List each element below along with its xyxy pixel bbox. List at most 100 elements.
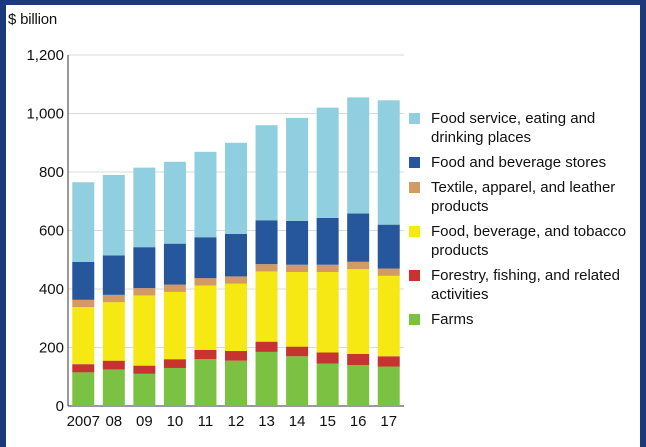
bar-segment: [72, 182, 95, 262]
bar-segment: [377, 366, 400, 406]
legend-item: Food service, eating and drinking places: [409, 109, 639, 147]
bar-segment: [286, 220, 309, 265]
x-tick-label: 08: [105, 413, 122, 430]
bar-segment: [225, 351, 247, 361]
bar-segment: [194, 349, 217, 360]
bar-segment: [347, 365, 370, 406]
bar-segment: [72, 372, 95, 406]
bar-segment: [102, 369, 125, 406]
bar-segment: [163, 367, 186, 406]
bar-segment: [377, 100, 400, 225]
bar-segment: [255, 125, 278, 221]
y-axis-unit-label: $ billion: [8, 11, 58, 28]
y-tick-label: 1,000: [26, 106, 64, 123]
bar-segment: [347, 269, 370, 354]
legend-swatch: [409, 182, 420, 193]
bar-segment: [347, 97, 370, 214]
y-tick-label: 800: [39, 164, 64, 181]
bar-segment: [316, 264, 339, 273]
x-tick-label: 12: [228, 413, 245, 430]
x-tick-label: 14: [289, 413, 306, 430]
bar-segment: [286, 117, 309, 221]
bar-segment: [347, 353, 370, 366]
x-tick-label: 09: [136, 413, 153, 430]
x-tick-label: 17: [380, 413, 397, 430]
y-tick-label: 400: [39, 281, 64, 298]
x-tick-label: 13: [258, 413, 275, 430]
y-tick-label: 200: [39, 340, 64, 357]
bar-segment: [255, 220, 278, 265]
bar-segment: [133, 295, 156, 366]
bar-segment: [377, 275, 400, 357]
legend-label: Textile, apparel, and leather products: [431, 179, 616, 215]
legend-label: Forestry, fishing, and related activitie…: [431, 267, 620, 303]
bar-segment: [194, 285, 217, 350]
legend-label: Food and beverage stores: [431, 154, 607, 171]
bar-segment: [255, 264, 278, 272]
bar-segment: [133, 247, 156, 289]
legend-item: Food and beverage stores: [409, 153, 639, 172]
bar-segment: [163, 291, 186, 360]
y-tick-label: 1,200: [26, 47, 64, 64]
bar-segment: [194, 278, 217, 286]
chart-legend: Food service, eating and drinking places…: [409, 109, 639, 335]
bar-segment: [102, 302, 125, 361]
legend-label: Farms: [431, 311, 474, 328]
bar-segment: [102, 294, 125, 303]
bar-segment: [347, 261, 370, 270]
bar-segment: [316, 217, 339, 265]
bar-segment: [102, 255, 125, 295]
bar-segment: [72, 364, 95, 373]
legend-swatch: [409, 270, 420, 281]
bar-segment: [255, 351, 278, 406]
bar-segment: [163, 284, 186, 292]
bar-segment: [377, 224, 400, 269]
bar-segment: [286, 356, 309, 406]
bar-segment: [316, 363, 339, 406]
x-tick-label: 15: [319, 413, 336, 430]
bar-segment: [225, 360, 247, 406]
legend-swatch: [409, 314, 420, 325]
bar-segment: [255, 271, 278, 342]
bar-segment: [316, 107, 339, 218]
bar-segment: [163, 243, 186, 285]
bar-segment: [72, 261, 95, 300]
bar-segment: [133, 288, 156, 296]
x-tick-label: 16: [350, 413, 367, 430]
bar-segment: [72, 299, 95, 308]
legend-item: Farms: [409, 310, 639, 329]
x-tick-label: 2007: [67, 413, 100, 430]
bar-segment: [163, 359, 186, 368]
legend-item: Food, beverage, and tobacco products: [409, 222, 639, 260]
bar-segment: [316, 272, 339, 353]
bar-segment: [286, 264, 309, 273]
bar-segment: [377, 268, 400, 276]
chart-panel: $ billion 0 200 400 600 800 1,000 1,200 2007 08 0…: [6, 5, 640, 447]
bar-segment: [133, 167, 156, 248]
stacked-bar-chart: 0 200 400 600 800 1,000 1,200 2007 08 09 10 11 12 13 1…: [26, 47, 404, 430]
bar-segment: [286, 346, 309, 357]
y-tick-label: 600: [39, 223, 64, 240]
bar-segment: [133, 373, 156, 406]
bar-segment: [133, 365, 156, 374]
legend-label: Food, beverage, and tobacco products: [431, 223, 627, 259]
bar-segment: [194, 151, 217, 238]
bar-segment: [255, 341, 278, 352]
bar-segment: [225, 276, 247, 284]
legend-swatch: [409, 157, 420, 168]
legend-swatch: [409, 226, 420, 237]
legend-item: Forestry, fishing, and related activitie…: [409, 266, 639, 304]
bar-segment: [194, 359, 217, 406]
bar-segment: [286, 272, 309, 347]
legend-label: Food service, eating and drinking places: [431, 110, 596, 146]
bar-segment: [72, 307, 95, 365]
legend-item: Textile, apparel, and leather products: [409, 178, 639, 216]
bar-segment: [316, 352, 339, 364]
bar-segment: [225, 283, 247, 352]
bar-segment: [225, 142, 247, 235]
legend-swatch: [409, 113, 420, 124]
bar-segment: [102, 360, 125, 370]
bar-segment: [163, 161, 186, 244]
bar-segment: [377, 356, 400, 367]
